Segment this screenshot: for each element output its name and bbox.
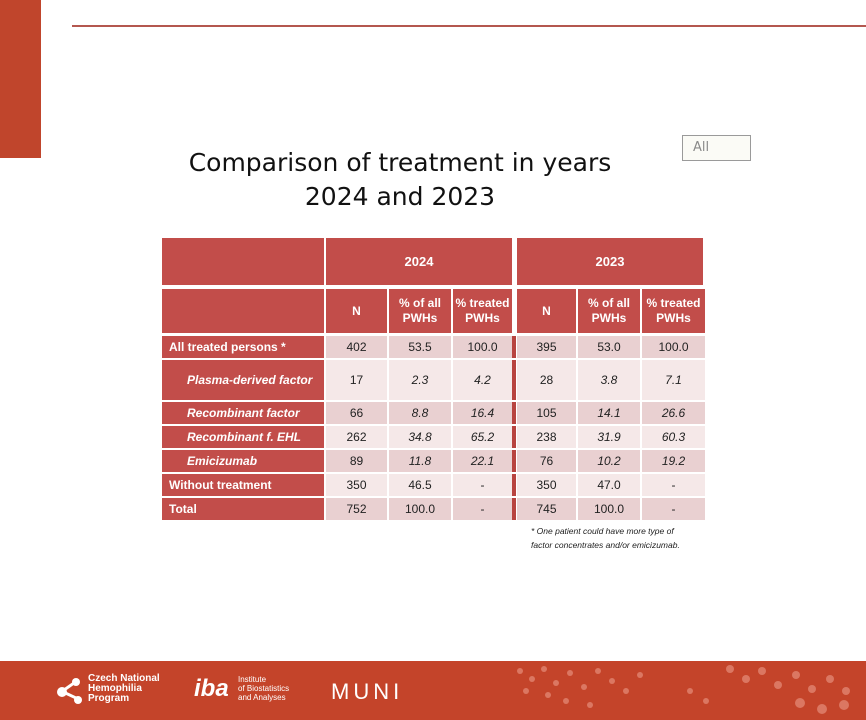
cell-pct-treated-2024: 100.0	[453, 336, 512, 358]
cell-n-2024: 17	[326, 360, 387, 400]
col-header-pct-treated-2024: % treated PWHs	[453, 289, 512, 333]
row-label: Plasma-derived factor	[162, 360, 324, 400]
table-row-total: Total 752 100.0-745 100.0-	[162, 498, 705, 520]
row-label: Recombinant f. EHL	[162, 426, 324, 448]
col-header-pct-all-2024: % of all PWHs	[389, 289, 451, 333]
cell-n-2024: 262	[326, 426, 387, 448]
cell-pct-all-2024: 34.8	[389, 426, 451, 448]
year-separator	[512, 336, 516, 358]
page-title: Comparison of treatment in years 2024 an…	[160, 146, 640, 214]
cell-n-2024: 66	[326, 402, 387, 424]
accent-bar	[0, 0, 41, 158]
cell-pct-treated-2023: -	[642, 498, 705, 520]
cell-n-2023: 76	[517, 450, 576, 472]
footnote-line-1: * One patient could have more type of	[531, 526, 674, 536]
cell-pct-all-2023: 10.2	[578, 450, 640, 472]
table-row-recombinant-ehl: Recombinant f. EHL 262 34.8 65.2 238 31.9 60.3	[162, 426, 705, 448]
row-label: Emicizumab	[162, 450, 324, 472]
table-row-plasma-derived: Plasma-derived factor 17 2.3 4.2 28 3.8 7.1	[162, 360, 705, 400]
cell-pct-all-2023: 3.8	[578, 360, 640, 400]
top-rule	[72, 25, 866, 27]
year-separator	[512, 402, 516, 424]
cell-n-2024: 402	[326, 336, 387, 358]
row-label: Without treatment	[162, 474, 324, 496]
cell-pct-all-2024: 100.0	[389, 498, 451, 520]
cell-n-2023: 28	[517, 360, 576, 400]
footer-bar: Czech National Hemophilia Program iba In…	[0, 661, 866, 720]
cell-n-2024: 752	[326, 498, 387, 520]
cell-pct-treated-2024: 4.2	[453, 360, 512, 400]
col-header-n-2023: N	[517, 289, 576, 333]
cnhp-logo-line-2: Hemophilia	[88, 683, 142, 694]
cell-n-2023: 105	[517, 402, 576, 424]
iba-logo-mark: iba	[194, 675, 229, 702]
col-header-pct-treated-2023: % treated PWHs	[642, 289, 705, 333]
muni-logo: MUNI	[331, 679, 404, 704]
header-corner	[162, 238, 324, 285]
cnhp-logo-icon	[57, 678, 82, 704]
cnhp-logo-line-1: Czech National	[88, 673, 160, 684]
cell-pct-all-2023: 14.1	[578, 402, 640, 424]
title-line-2: 2024 and 2023	[304, 182, 496, 211]
year-separator	[512, 360, 516, 400]
footnote: * One patient could have more type of fa…	[531, 524, 731, 552]
table-row-emicizumab: Emicizumab 89 11.8 22.1 76 10.2 19.2	[162, 450, 705, 472]
cell-pct-treated-2024: 22.1	[453, 450, 512, 472]
cell-n-2023: 395	[517, 336, 576, 358]
cell-pct-all-2023: 100.0	[578, 498, 640, 520]
cell-pct-treated-2023: 26.6	[642, 402, 705, 424]
header-year-2023: 2023	[517, 238, 703, 285]
cell-pct-treated-2023: 100.0	[642, 336, 705, 358]
col-header-n-2024: N	[326, 289, 387, 333]
cell-pct-treated-2024: -	[453, 474, 512, 496]
cell-pct-all-2024: 11.8	[389, 450, 451, 472]
row-label: Recombinant factor	[162, 402, 324, 424]
filter-dropdown[interactable]: All	[682, 135, 751, 161]
decorative-dots	[517, 665, 850, 714]
year-separator	[512, 474, 516, 496]
cell-n-2024: 350	[326, 474, 387, 496]
cell-pct-treated-2023: 19.2	[642, 450, 705, 472]
cell-pct-treated-2023: -	[642, 474, 705, 496]
cell-pct-treated-2024: -	[453, 498, 512, 520]
year-separator	[512, 426, 516, 448]
subheader-corner	[162, 289, 324, 333]
iba-logo-line-1: Institute	[238, 675, 267, 684]
cell-pct-all-2024: 8.8	[389, 402, 451, 424]
table-row-all-treated: All treated persons * 402 53.5 100.0 395 53.0…	[162, 336, 705, 358]
row-label: Total	[162, 498, 324, 520]
iba-logo-line-3: and Analyses	[238, 693, 286, 702]
cell-pct-all-2024: 53.5	[389, 336, 451, 358]
year-separator	[512, 498, 516, 520]
col-header-pct-all-2023: % of all PWHs	[578, 289, 640, 333]
title-line-1: Comparison of treatment in years	[188, 148, 612, 177]
cell-pct-treated-2023: 60.3	[642, 426, 705, 448]
cell-n-2023: 350	[517, 474, 576, 496]
cell-pct-all-2023: 47.0	[578, 474, 640, 496]
footnote-line-2: factor concentrates and/or emicizumab.	[531, 540, 680, 550]
cell-pct-all-2023: 53.0	[578, 336, 640, 358]
table-row-recombinant: Recombinant factor 66 8.8 16.4 105 14.1 26.6	[162, 402, 705, 424]
cell-pct-treated-2024: 65.2	[453, 426, 512, 448]
cell-pct-treated-2023: 7.1	[642, 360, 705, 400]
cnhp-logo-line-3: Program	[88, 693, 130, 704]
cell-pct-all-2023: 31.9	[578, 426, 640, 448]
iba-logo-line-2: of Biostatistics	[238, 684, 290, 693]
cell-pct-treated-2024: 16.4	[453, 402, 512, 424]
cell-n-2023: 745	[517, 498, 576, 520]
cell-n-2023: 238	[517, 426, 576, 448]
year-separator	[512, 450, 516, 472]
cell-pct-all-2024: 2.3	[389, 360, 451, 400]
header-year-2024: 2024	[326, 238, 512, 285]
cell-n-2024: 89	[326, 450, 387, 472]
table-row-without-treatment: Without treatment 350 46.5-350 47.0-	[162, 474, 705, 496]
row-label: All treated persons *	[162, 336, 324, 358]
cell-pct-all-2024: 46.5	[389, 474, 451, 496]
